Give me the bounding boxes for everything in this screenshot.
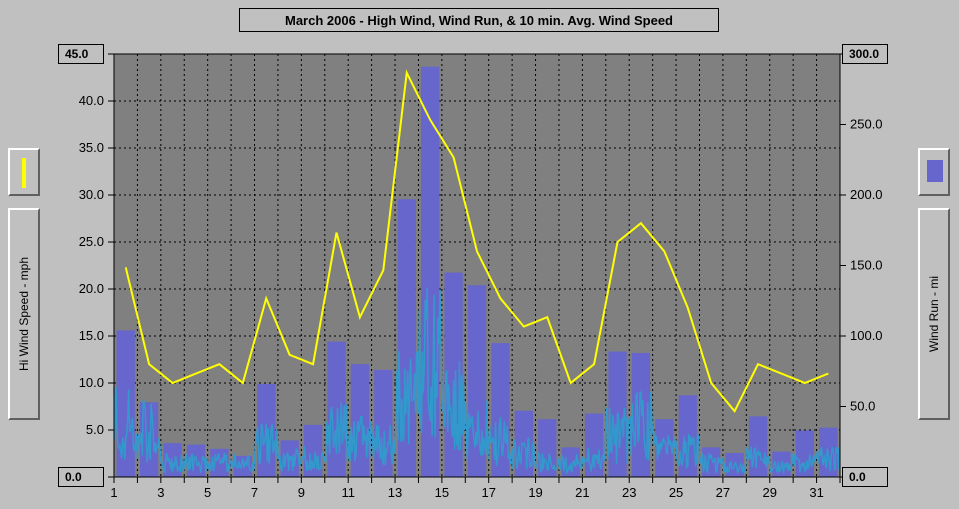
x-tick-label: 3 — [157, 485, 164, 500]
axes: 1 3 5 7 9 11 13 15 17 19 21 23 25 27 29 315.010.015.020… — [79, 53, 883, 500]
x-tick-label: 21 — [575, 485, 589, 500]
chart-title: March 2006 - High Wind, Wind Run, & 10 m… — [239, 8, 719, 32]
avg-wind-speed-path — [113, 287, 840, 476]
legend-wind-run — [918, 148, 950, 196]
x-tick-label: 1 — [110, 485, 117, 500]
x-tick-label: 13 — [388, 485, 402, 500]
x-tick-label: 27 — [716, 485, 730, 500]
y-left-tick-label: 0.0 — [58, 467, 104, 487]
y-right-tick-label: 50.0 — [850, 399, 875, 414]
right-axis-label-box: Wind Run - mi — [918, 208, 950, 420]
x-tick-label: 15 — [435, 485, 449, 500]
left-axis-label-box: Hi Wind Speed - mph — [8, 208, 40, 420]
y-right-tick-label: 200.0 — [850, 187, 883, 202]
x-tick-label: 19 — [528, 485, 542, 500]
x-tick-label: 29 — [763, 485, 777, 500]
y-left-tick-label: 5.0 — [86, 422, 104, 437]
x-tick-label: 5 — [204, 485, 211, 500]
high-wind-path — [124, 69, 829, 414]
x-tick-label: 9 — [298, 485, 305, 500]
y-left-tick-label: 15.0 — [79, 328, 104, 343]
y-left-tick-label: 45.0 — [58, 44, 104, 64]
y-right-tick-label: 0.0 — [842, 467, 888, 487]
legend-high-wind — [8, 148, 40, 196]
y-left-tick-label: 10.0 — [79, 375, 104, 390]
y-left-tick-label: 20.0 — [79, 281, 104, 296]
avg-wind-speed-line — [113, 287, 840, 476]
wind-run-bar — [655, 419, 674, 477]
x-tick-label: 11 — [341, 485, 355, 500]
y-right-tick-label: 100.0 — [850, 328, 883, 343]
legend-high-wind-swatch — [22, 158, 26, 188]
x-tick-label: 23 — [622, 485, 636, 500]
legend-wind-run-swatch — [927, 160, 943, 182]
high-wind-line — [124, 69, 829, 414]
wind-run-bar — [116, 330, 135, 477]
grid-lines — [114, 54, 840, 477]
x-tick-label: 17 — [481, 485, 495, 500]
y-left-tick-label: 30.0 — [79, 187, 104, 202]
y-left-tick-label: 35.0 — [79, 140, 104, 155]
x-tick-label: 25 — [669, 485, 683, 500]
wind-run-bar — [327, 341, 346, 477]
y-right-tick-label: 300.0 — [842, 44, 888, 64]
y-left-tick-label: 40.0 — [79, 93, 104, 108]
y-right-tick-label: 150.0 — [850, 258, 883, 273]
y-right-tick-label: 250.0 — [850, 117, 883, 132]
y-left-tick-label: 25.0 — [79, 234, 104, 249]
x-tick-label: 31 — [809, 485, 823, 500]
x-tick-label: 7 — [251, 485, 258, 500]
